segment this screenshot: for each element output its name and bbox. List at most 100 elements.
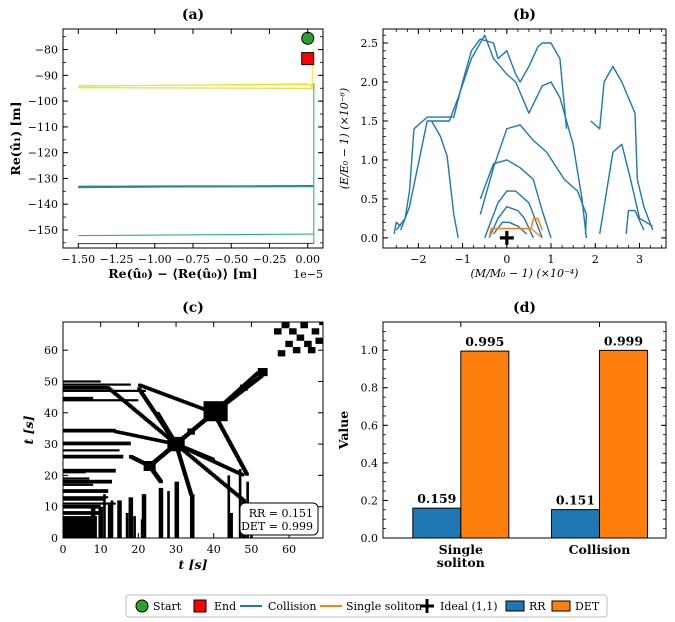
panel-b-ylabel: (E/E₀ − 1) (×10⁻⁶)	[338, 88, 351, 189]
panel-c-xlabel: t [s]	[179, 557, 208, 572]
recurrence-stripe	[63, 383, 131, 386]
recurrence-row	[63, 385, 109, 390]
panel-c-ylabel: t [s]	[21, 415, 36, 444]
recurrence-stripe	[227, 475, 231, 538]
panel-d-ytick-label: 0.6	[361, 419, 379, 432]
panel-c-xtick-label: 60	[282, 543, 296, 556]
recurrence-col	[107, 503, 113, 538]
recurrence-cluster	[307, 347, 316, 354]
bar-label-rr-0: 0.159	[417, 491, 456, 506]
panel-a-ylabel: Re(û₁) [m]	[8, 101, 23, 175]
panel-b-xtick-label: −1	[454, 253, 470, 266]
recurrence-stripe	[238, 469, 242, 538]
bar-det-1	[598, 349, 648, 539]
bar-rr-1	[550, 509, 600, 539]
panel-a-orbit-4	[78, 186, 314, 188]
recurrence-stripe	[125, 512, 129, 538]
panel-c-ytick-label: 60	[44, 344, 58, 357]
panel-a-xlabel: Re(û₀) − ⟨Re(û₀)⟩ [m]	[108, 266, 257, 281]
panel-b-xtick-label: 0	[503, 253, 510, 266]
legend-single-label: Single soliton	[346, 600, 422, 613]
rqa-det-text: DET = 0.999	[241, 520, 313, 533]
panel-b-single-2	[530, 217, 543, 231]
panel-a-ytick-label: −140	[28, 198, 58, 211]
recurrence-dot	[240, 473, 245, 477]
panel-b-xtick-label: 2	[592, 253, 599, 266]
panel-b-title: (b)	[513, 7, 536, 23]
legend-det-label: DET	[575, 600, 600, 613]
start-marker	[301, 31, 315, 45]
recurrence-stripe	[63, 449, 120, 452]
panel-b-plot	[393, 34, 654, 239]
panel-c: (c) 0 10 20 30 40 50 60 0 10 20 30 40 50 60 RR = 0.151D…	[21, 300, 324, 572]
recurrence-dot	[211, 457, 215, 461]
panel-b-axes-frame	[382, 28, 667, 249]
recurrence-row	[63, 468, 116, 473]
recurrence-dot	[155, 411, 160, 415]
recurrence-stripe	[118, 509, 121, 538]
category-label-0: soliton	[437, 555, 485, 570]
recurrence-dot	[148, 464, 152, 468]
recurrence-row	[63, 504, 101, 509]
panel-a-ytick-label: −80	[35, 44, 58, 57]
panel-c-xtick-label: 50	[244, 543, 258, 556]
recurrence-dot	[173, 442, 178, 447]
recurrence-cluster	[277, 350, 286, 357]
panel-c-ytick-label: 20	[44, 469, 58, 482]
recurrence-dot	[259, 374, 264, 378]
legend-start-marker	[135, 599, 149, 613]
panel-b-ytick-label: 0.0	[361, 232, 379, 245]
legend-rr-label: RR	[529, 600, 546, 613]
panel-a-axes-frame	[62, 28, 324, 249]
panel-c-ytick-label: 40	[44, 407, 58, 420]
recurrence-dot	[211, 411, 215, 415]
panel-d-ytick-label: 0.0	[361, 532, 379, 545]
panel-b-xlabel: (M/M₀ − 1) (×10⁻⁴)	[471, 267, 579, 280]
recurrence-stripe	[103, 494, 106, 538]
recurrence-row	[63, 396, 94, 401]
recurrence-stripe	[159, 497, 163, 538]
recurrence-cluster	[319, 322, 323, 326]
panel-b-collision-1	[395, 38, 568, 231]
panel-d-axes-frame	[382, 321, 667, 539]
recurrence-stripe	[63, 477, 90, 480]
recurrence-stripe	[63, 502, 116, 505]
panel-b-xtick-label: −2	[410, 253, 426, 266]
bar-det-0	[460, 350, 510, 539]
recurrence-blob	[257, 368, 268, 377]
panel-b-ytick-label: 1.5	[361, 115, 379, 128]
recurrence-stripe	[133, 516, 136, 538]
panel-a: (a) −1.50 −1.25 −1.00 −0.75 −0.50 −0.25 0.00 −15…	[8, 7, 324, 281]
panel-a-ytick-label: −120	[28, 147, 58, 160]
panel-c-ytick-label: 50	[44, 375, 58, 388]
panel-b-collision-3	[430, 120, 459, 239]
panel-d-ytick-label: 1.0	[361, 344, 379, 357]
panel-a-xtick-label: −0.50	[214, 253, 248, 266]
legend-rr-swatch	[505, 600, 525, 612]
recurrence-stripe	[167, 491, 170, 538]
panel-b-collision-5	[479, 159, 552, 239]
panel-a-ytick-label: −100	[28, 95, 58, 108]
panel-a-xtick-label: −1.00	[138, 253, 172, 266]
recurrence-cluster	[311, 328, 320, 335]
recurrence-dot	[137, 387, 141, 391]
bar-label-det-0: 0.995	[465, 334, 504, 349]
panel-b-collision-2	[400, 34, 588, 238]
recurrence-stripe	[63, 399, 139, 402]
bar-label-det-1: 0.999	[604, 333, 643, 348]
recurrence-col	[90, 506, 96, 538]
recurrence-row	[63, 496, 105, 501]
legend-collision-label: Collision	[268, 600, 316, 613]
panel-a-offset-label: 1e−5	[293, 268, 323, 281]
recurrence-cluster	[285, 340, 293, 348]
panel-b-collision-7	[488, 205, 534, 239]
panel-a-ytick-label: −110	[28, 121, 58, 134]
legend-end-label: End	[214, 600, 236, 613]
recurrence-col	[98, 506, 103, 538]
recurrence-stripe	[63, 483, 94, 486]
panel-c-ytick-label: 10	[44, 501, 58, 514]
panel-c-plot	[63, 322, 323, 538]
rqa-annotation-box	[239, 502, 319, 536]
panel-a-xtick-label: −1.50	[61, 253, 95, 266]
